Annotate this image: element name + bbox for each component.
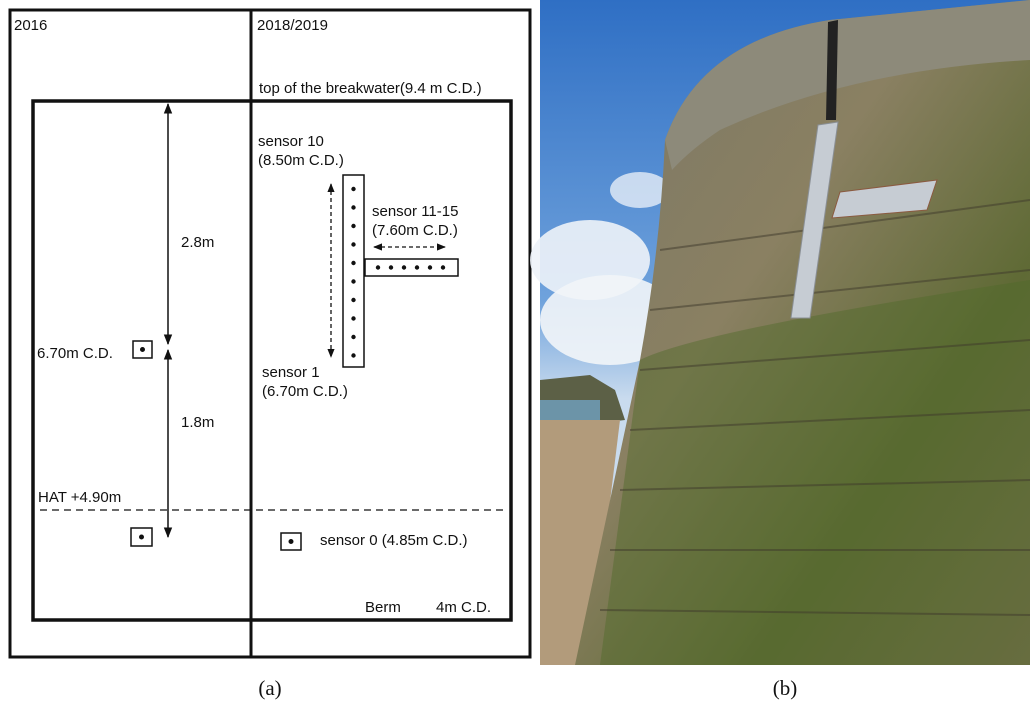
panel-b-photo [530,0,1030,665]
sensor-label: sensor 1 [262,364,320,381]
top-label: top of the breakwater(9.4 m C.D.) [259,80,482,97]
sensor-label: sensor 0 (4.85m C.D.) [320,532,468,549]
panel-a [8,8,532,659]
sensor-box [132,340,153,359]
level-label: 6.70m C.D. [37,345,113,362]
period-label: 2016 [14,17,47,34]
sensor-level: (8.50m C.D.) [258,152,344,169]
outer-frame [8,8,532,659]
berm-level: 4m C.D. [436,599,491,616]
berm-label: Berm [365,599,401,616]
sensor-dot [139,534,144,540]
sensor-label: sensor 10 [258,133,324,150]
sensor-box [280,532,302,551]
sensor-dot [140,347,145,352]
caption: (b) [773,676,798,700]
distance-label: 1.8m [181,414,214,431]
sensor-strip-vertical [342,174,365,368]
sensor-label: sensor 11-15 [372,203,458,220]
sensor-dots [351,186,446,358]
sensor-dot [288,539,294,544]
distance-label: 2.8m [181,234,214,251]
hat-label: HAT +4.90m [38,489,121,506]
sensor-level: (7.60m C.D.) [372,222,458,239]
caption: (a) [258,676,281,700]
sensor-level: (6.70m C.D.) [262,383,348,400]
sensor-box [130,527,153,547]
sensor-strip-horizontal [364,258,459,277]
period-label: 2018/2019 [257,17,328,34]
panel-a-labels: 2016 2018/2019 top of the breakwater(9.4… [14,17,491,616]
wall-frame [31,99,513,622]
